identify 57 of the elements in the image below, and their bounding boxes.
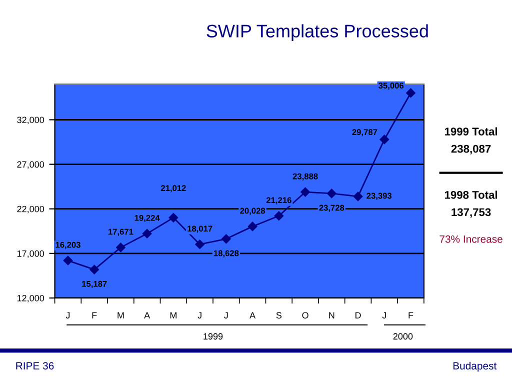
text: Budapest — [453, 362, 497, 372]
x-tick-label: S — [276, 312, 282, 319]
text: 2000 — [393, 333, 413, 340]
x-tick-label: O — [302, 312, 308, 319]
x-tick-label: F — [92, 312, 97, 318]
text: 17,671 — [108, 228, 134, 236]
text: 1998 Total — [444, 190, 498, 199]
text: 1999 — [204, 333, 223, 340]
x-tick-label: J — [198, 312, 202, 319]
text: 15,187 — [82, 280, 107, 288]
x-tick-label: J — [382, 312, 386, 319]
x-tick-label: N — [329, 312, 334, 318]
point — [90, 264, 99, 274]
text: 23,728 — [319, 204, 344, 212]
text: 20,028 — [240, 208, 266, 215]
y-tick-label: 22,000 — [17, 206, 44, 214]
y-tick-label: 12,000 — [17, 294, 44, 302]
x-tick-label: M — [118, 312, 124, 318]
text: 18,017 — [188, 226, 212, 233]
text: 73% Increase — [440, 235, 502, 243]
text: 19,224 — [134, 214, 160, 222]
x-tick-label: F — [408, 312, 414, 318]
x-tick-label: A — [144, 312, 150, 318]
x-tick-label: M — [170, 312, 176, 318]
point — [222, 234, 231, 244]
text: RIPE 36 — [16, 362, 54, 370]
text: 23,888 — [292, 173, 318, 180]
point — [142, 228, 152, 238]
point — [380, 134, 390, 144]
text: 21,216 — [266, 197, 292, 204]
point — [353, 192, 363, 202]
point — [274, 211, 284, 220]
text: 23,393 — [366, 192, 392, 200]
point — [168, 213, 178, 222]
point — [63, 256, 73, 266]
x-tick-label: J — [66, 312, 70, 319]
point — [300, 187, 310, 197]
text: 18,628 — [214, 250, 239, 258]
text: 35,006 — [378, 82, 404, 90]
point — [406, 88, 416, 98]
x-tick-label: J — [224, 312, 228, 319]
y-tick-label: 32,000 — [17, 116, 44, 124]
text: 1999 Total — [444, 127, 498, 136]
y-tick-label: 27,000 — [17, 161, 44, 169]
text: 29,787 — [352, 129, 378, 136]
point — [116, 242, 126, 252]
y-tick-label: 17,000 — [17, 250, 44, 258]
text: 238,087 — [451, 144, 491, 154]
x-tick-label: A — [250, 312, 256, 318]
chart-title: SWIP Templates Processed — [206, 24, 428, 42]
point — [195, 240, 204, 249]
text: 137,753 — [452, 208, 491, 218]
point — [248, 222, 258, 232]
text: 16,203 — [56, 242, 80, 249]
text: 21,012 — [160, 185, 186, 192]
point — [327, 188, 336, 198]
x-tick-label: D — [355, 312, 361, 318]
